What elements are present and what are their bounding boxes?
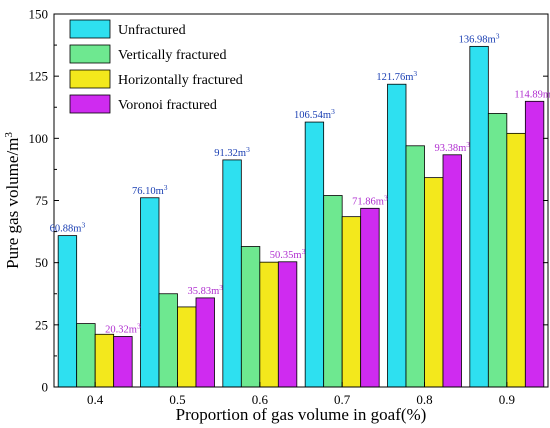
bar-voronoi-fractured-0.9 bbox=[524, 100, 545, 388]
bar-voronoi-fractured-0.8 bbox=[442, 154, 462, 388]
bar-voronoi-fractured-0.6 bbox=[277, 261, 298, 388]
x-tick-label: 0.7 bbox=[334, 392, 351, 407]
bar-horizontally-fractured-0.4 bbox=[94, 333, 115, 388]
legend: Unfractured Vertically fractured Horizonta… bbox=[69, 19, 243, 114]
y-axis-title-sup: 3 bbox=[3, 132, 15, 138]
data-label-sup: 3 bbox=[302, 246, 306, 255]
legend-label: Voronoi fractured bbox=[118, 98, 217, 113]
data-label-value: 71.86m bbox=[352, 196, 384, 207]
x-tick-label: 0.5 bbox=[169, 392, 185, 407]
legend-swatch bbox=[69, 94, 111, 114]
data-labels-layer: 60.88m376.10m391.32m3106.54m3121.76m3136… bbox=[50, 31, 550, 336]
data-label: 76.10m3 bbox=[132, 182, 168, 197]
data-label-sup: 3 bbox=[384, 193, 388, 202]
data-label-sup: 3 bbox=[413, 69, 417, 78]
bar-vertically-fractured-0.9 bbox=[487, 113, 508, 388]
bar-vertically-fractured-0.5 bbox=[158, 293, 178, 388]
data-label: 35.83m3 bbox=[187, 282, 223, 297]
data-label-value: 50.35m bbox=[270, 250, 302, 261]
bar-vertically-fractured-0.4 bbox=[76, 323, 96, 388]
data-label: 106.54m3 bbox=[294, 107, 335, 122]
x-tick-label: 0.4 bbox=[87, 392, 104, 407]
bars-layer bbox=[57, 45, 545, 388]
data-label-value: 121.76m bbox=[376, 72, 413, 83]
data-label-sup: 3 bbox=[164, 182, 168, 191]
bar-unfractured-0.6 bbox=[222, 159, 242, 388]
y-axis-title-text: Pure gas volume/m bbox=[3, 138, 22, 269]
data-label-sup: 3 bbox=[331, 107, 335, 116]
data-label: 93.38m3 bbox=[434, 139, 470, 154]
bar-horizontally-fractured-0.9 bbox=[506, 132, 526, 388]
axes-layer: 0 25 50 75 100 125 150 0.4 0.5 0.6 0.7 0.8 0.9 bbox=[29, 7, 549, 407]
bar-horizontally-fractured-0.5 bbox=[177, 306, 197, 388]
bar-horizontally-fractured-0.8 bbox=[424, 177, 444, 388]
legend-label: Unfractured bbox=[118, 23, 186, 38]
y-tick-label: 75 bbox=[35, 193, 48, 208]
y-tick-label: 50 bbox=[35, 255, 48, 270]
data-label: 91.32m3 bbox=[214, 144, 250, 159]
data-label-value: 91.32m bbox=[214, 148, 246, 159]
data-label: 136.98m3 bbox=[459, 31, 500, 46]
data-label-sup: 3 bbox=[81, 220, 85, 229]
legend-label: Vertically fractured bbox=[118, 48, 226, 63]
y-tick-label: 100 bbox=[29, 131, 49, 146]
y-axis-title: Pure gas volume/m3 bbox=[3, 132, 22, 269]
bar-unfractured-0.7 bbox=[304, 121, 325, 388]
data-label: 114.89m3 bbox=[514, 86, 550, 101]
bar-unfractured-0.4 bbox=[57, 235, 78, 388]
bar-voronoi-fractured-0.7 bbox=[360, 207, 380, 388]
x-tick-label: 0.6 bbox=[252, 392, 269, 407]
data-label: 20.32m3 bbox=[105, 321, 141, 336]
data-label-value: 93.38m bbox=[434, 143, 466, 154]
x-tick-label: 0.8 bbox=[416, 392, 432, 407]
data-label-value: 20.32m bbox=[105, 324, 137, 335]
y-tick-label: 25 bbox=[35, 317, 48, 332]
legend-swatch bbox=[69, 69, 111, 89]
data-label-value: 136.98m bbox=[459, 34, 496, 45]
y-tick-label: 150 bbox=[29, 7, 49, 22]
y-tick-label: 125 bbox=[29, 69, 49, 84]
bar-voronoi-fractured-0.5 bbox=[195, 297, 215, 388]
bar-unfractured-0.9 bbox=[469, 45, 489, 388]
bar-vertically-fractured-0.7 bbox=[323, 195, 343, 388]
bar-voronoi-fractured-0.4 bbox=[113, 336, 133, 388]
data-label-value: 35.83m bbox=[187, 286, 219, 297]
data-label-value: 114.89m bbox=[514, 89, 550, 100]
data-label-value: 76.10m bbox=[132, 186, 164, 197]
data-label-sup: 3 bbox=[219, 282, 223, 291]
bar-vertically-fractured-0.8 bbox=[405, 145, 425, 388]
data-label-sup: 3 bbox=[466, 139, 470, 148]
bar-horizontally-fractured-0.7 bbox=[341, 216, 362, 388]
y-tick-label: 0 bbox=[42, 380, 49, 395]
legend-label: Horizontally fractured bbox=[118, 73, 243, 88]
legend-swatch bbox=[69, 19, 111, 39]
data-label-value: 106.54m bbox=[294, 110, 331, 121]
data-label: 60.88m3 bbox=[50, 220, 86, 235]
bar-unfractured-0.5 bbox=[140, 197, 160, 388]
x-tick-label: 0.9 bbox=[499, 392, 515, 407]
bar-horizontally-fractured-0.6 bbox=[259, 261, 279, 388]
data-label: 50.35m3 bbox=[270, 246, 306, 261]
bar-unfractured-0.8 bbox=[387, 83, 407, 388]
bar-vertically-fractured-0.6 bbox=[240, 246, 261, 388]
x-axis-title: Proportion of gas volume in goaf(%) bbox=[176, 405, 427, 424]
data-label: 121.76m3 bbox=[376, 69, 417, 84]
data-label-sup: 3 bbox=[137, 321, 141, 330]
data-label-sup: 3 bbox=[496, 31, 500, 40]
data-label: 71.86m3 bbox=[352, 193, 388, 208]
data-label-value: 60.88m bbox=[50, 224, 82, 235]
data-label-sup: 3 bbox=[246, 144, 250, 153]
legend-swatch bbox=[69, 44, 111, 64]
